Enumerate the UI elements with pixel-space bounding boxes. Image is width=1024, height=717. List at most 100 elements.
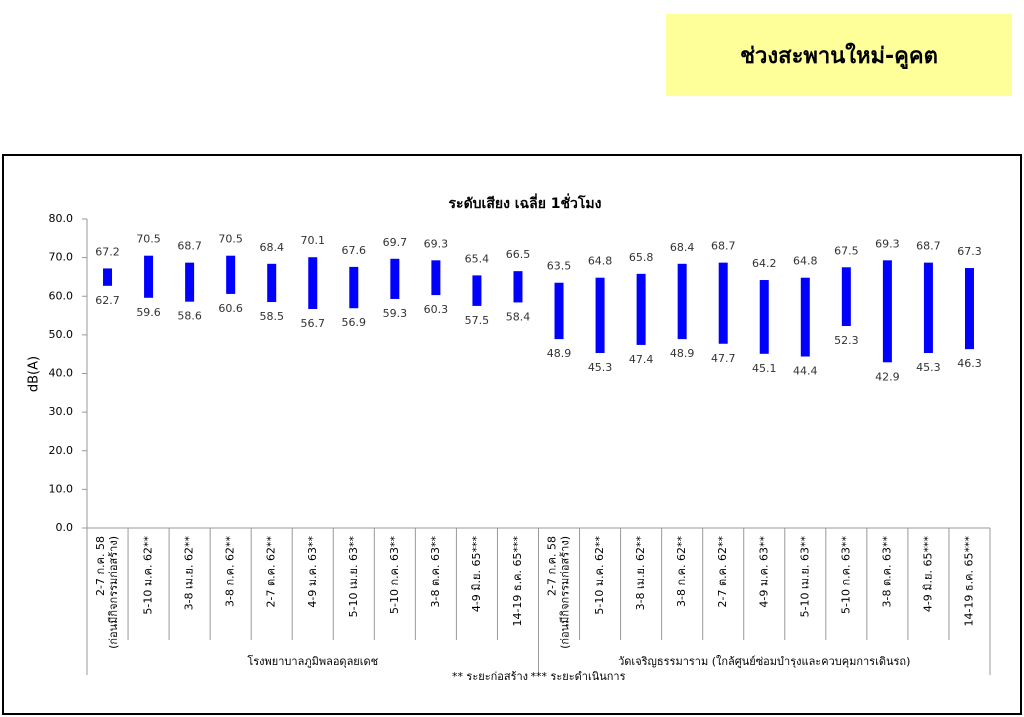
value-label-low: 56.7 xyxy=(301,317,326,330)
value-label-high: 68.4 xyxy=(670,241,695,254)
range-bar xyxy=(390,258,400,299)
value-label-low: 44.4 xyxy=(793,365,818,378)
x-tick-label: 4-9 มิ.ย. 65*** xyxy=(470,536,483,613)
y-axis-label: dB(A) xyxy=(27,356,42,392)
y-tick-label: 70.0 xyxy=(49,251,74,264)
range-bar xyxy=(472,275,482,306)
group-label: วัดเจริญธรรมาราม (ใกล้ศูนย์ซ่อมบำรุงและค… xyxy=(618,655,910,668)
value-label-low: 57.5 xyxy=(465,314,490,327)
chart-title: ระดับเสียง เฉลี่ย 1ชั่วโมง xyxy=(449,193,602,212)
x-tick-label: 5-10 ม.ค. 62** xyxy=(142,536,155,615)
value-label-high: 70.1 xyxy=(301,234,326,247)
x-tick-label: 5-10 ม.ค. 62** xyxy=(593,536,606,615)
x-tick-label: 2-7 ต.ค. 62** xyxy=(265,536,278,608)
value-label-low: 46.3 xyxy=(957,357,982,370)
range-bar xyxy=(964,268,974,350)
value-label-low: 58.4 xyxy=(506,310,531,323)
x-tick-label: 2-7 ต.ค. 62** xyxy=(716,536,729,608)
range-bar xyxy=(431,260,441,296)
note: *** ระยะดำเนินการ xyxy=(530,670,625,683)
value-label-low: 62.7 xyxy=(95,294,120,307)
value-label-high: 67.2 xyxy=(95,245,120,258)
x-tick-label: 5-10 เม.ย. 63** xyxy=(347,536,360,618)
value-label-high: 70.5 xyxy=(136,233,161,246)
value-label-high: 68.4 xyxy=(259,241,284,254)
x-tick-label: 3-8 เม.ย. 62** xyxy=(634,536,647,611)
value-label-low: 48.9 xyxy=(547,347,572,360)
value-label-high: 63.5 xyxy=(547,260,572,273)
range-bar xyxy=(595,277,605,354)
value-label-high: 69.3 xyxy=(875,237,900,250)
x-tick-label: 4-9 มิ.ย. 65*** xyxy=(921,536,934,613)
value-label-low: 59.6 xyxy=(136,306,161,319)
range-bar xyxy=(882,260,892,363)
range-bar xyxy=(308,257,318,309)
value-label-high: 69.3 xyxy=(424,237,449,250)
range-bar xyxy=(636,273,646,345)
value-label-low: 42.9 xyxy=(875,370,900,383)
value-label-low: 60.6 xyxy=(218,302,243,315)
x-tick-label: (ก่อนมีกิจกรรมก่อสร้าง) xyxy=(107,536,120,649)
value-label-high: 70.5 xyxy=(218,233,243,246)
value-label-high: 65.4 xyxy=(465,252,490,265)
header-title: ช่วงสะพานใหม่-คูคต xyxy=(666,14,1012,96)
y-tick-label: 60.0 xyxy=(49,289,74,302)
value-label-high: 68.7 xyxy=(711,240,736,253)
x-tick-label: 3-8 ต.ค. 63** xyxy=(429,536,442,608)
range-bar xyxy=(677,263,687,340)
range-bar xyxy=(554,282,564,340)
x-tick-label: 2-7 ก.ค. 58 xyxy=(94,536,107,596)
y-tick-label: 20.0 xyxy=(49,444,74,457)
x-tick-label: 2-7 ก.ค. 58 xyxy=(546,536,559,596)
group-label: โรงพยาบาลภูมิพลอดุลยเดช xyxy=(247,654,378,668)
value-label-low: 47.7 xyxy=(711,352,736,365)
y-tick-label: 30.0 xyxy=(49,405,74,418)
value-label-high: 68.7 xyxy=(177,240,202,253)
x-tick-label: 5-10 เม.ย. 63** xyxy=(798,536,811,618)
range-bar xyxy=(103,268,113,286)
x-tick-label: 3-8 ก.ค. 62** xyxy=(224,536,237,607)
y-tick-label: 80.0 xyxy=(49,212,74,225)
value-label-low: 60.3 xyxy=(424,303,449,316)
value-label-high: 66.5 xyxy=(506,248,531,261)
x-tick-label: 5-10 ก.ค. 63** xyxy=(839,536,852,614)
value-label-high: 64.2 xyxy=(752,257,777,270)
range-bar xyxy=(923,262,933,354)
value-label-high: 68.7 xyxy=(916,240,941,253)
range-bar xyxy=(759,280,769,354)
note: ** ระยะก่อสร้าง xyxy=(452,670,528,683)
x-tick-label: 14-19 ธ.ค. 65*** xyxy=(511,536,524,627)
range-bar xyxy=(718,262,728,344)
value-label-low: 58.5 xyxy=(259,310,284,323)
value-label-low: 59.3 xyxy=(383,307,408,320)
range-bar xyxy=(185,262,195,302)
value-label-high: 67.6 xyxy=(342,244,367,257)
x-tick-label: 5-10 ก.ค. 63** xyxy=(388,536,401,614)
value-label-high: 69.7 xyxy=(383,236,408,249)
value-label-low: 47.4 xyxy=(629,353,654,366)
value-label-high: 64.8 xyxy=(793,255,818,268)
x-tick-label: 3-8 ต.ค. 63** xyxy=(880,536,893,608)
range-bar xyxy=(841,267,851,326)
value-label-low: 52.3 xyxy=(834,334,859,347)
range-bar xyxy=(800,277,810,357)
value-label-low: 45.3 xyxy=(588,361,613,374)
value-label-high: 64.8 xyxy=(588,255,613,268)
chart-frame xyxy=(2,154,1022,715)
value-label-low: 45.3 xyxy=(916,361,941,374)
value-label-high: 67.3 xyxy=(957,245,982,258)
x-tick-label: 4-9 ม.ค. 63** xyxy=(306,536,319,608)
x-tick-label: 3-8 เม.ย. 62** xyxy=(183,536,196,611)
y-tick-label: 40.0 xyxy=(49,367,74,380)
x-tick-label: 4-9 ม.ค. 63** xyxy=(757,536,770,608)
range-bar xyxy=(144,255,154,298)
value-label-high: 67.5 xyxy=(834,244,859,257)
value-label-low: 45.1 xyxy=(752,362,777,375)
value-label-low: 48.9 xyxy=(670,347,695,360)
value-label-low: 56.9 xyxy=(342,316,367,329)
range-bar xyxy=(226,255,236,294)
y-tick-label: 0.0 xyxy=(56,521,74,534)
range-bar xyxy=(513,271,523,303)
